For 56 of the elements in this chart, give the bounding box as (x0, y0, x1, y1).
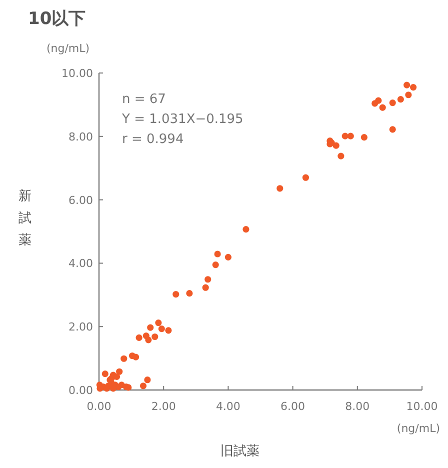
point (145, 336, 152, 344)
point (147, 324, 154, 331)
point (158, 326, 165, 332)
point (276, 185, 284, 192)
annotation: Y = 1.031X−0.195 (121, 112, 244, 127)
x-tick-label: 6.00 (280, 400, 306, 413)
point (102, 370, 108, 378)
point (372, 100, 378, 107)
point (120, 355, 128, 362)
point (342, 132, 348, 140)
point (140, 382, 147, 390)
y-tick-label: 6.00 (68, 194, 93, 207)
y-tick-label: 10.00 (62, 67, 93, 80)
x-tick-label: 4.00 (216, 400, 240, 413)
chart-title: 10以下 (28, 9, 86, 29)
point (136, 334, 142, 341)
x-tick-label: 10.00 (406, 400, 438, 413)
point (360, 134, 368, 141)
point (155, 319, 162, 326)
annotation: n = 67 (122, 92, 166, 107)
point (186, 290, 193, 297)
point (397, 96, 404, 103)
point (410, 84, 417, 91)
point (132, 354, 140, 360)
x-tick-label: 8.00 (345, 400, 370, 413)
annotation: r = 0.994 (122, 132, 184, 147)
point (242, 226, 250, 233)
point (144, 376, 151, 384)
y-axis-title: 新試薬 (18, 189, 32, 248)
point (224, 254, 232, 260)
point (204, 276, 212, 283)
y-tick-label: 8.00 (68, 130, 93, 144)
point (332, 142, 340, 149)
point (214, 250, 221, 258)
y-tick-label: 0.00 (68, 384, 93, 397)
point (389, 126, 396, 133)
point (389, 100, 396, 106)
x-tick-label: 0.00 (86, 400, 112, 413)
point (379, 104, 386, 111)
point (172, 290, 180, 298)
text: (ng/mL) (396, 422, 440, 435)
point (202, 284, 209, 291)
point (302, 174, 310, 181)
point (405, 92, 412, 98)
y-tick-label: 2.00 (68, 320, 93, 334)
point (347, 132, 354, 140)
point (404, 82, 410, 88)
point (338, 152, 344, 160)
text: (ng/mL) (46, 42, 90, 55)
x-axis-title: 旧試薬 (220, 444, 260, 459)
point (212, 261, 219, 268)
point (152, 333, 158, 340)
point (116, 368, 123, 375)
x-tick-label: 2.00 (151, 400, 176, 413)
y-tick-label: 4.00 (68, 257, 93, 270)
point (165, 327, 172, 334)
